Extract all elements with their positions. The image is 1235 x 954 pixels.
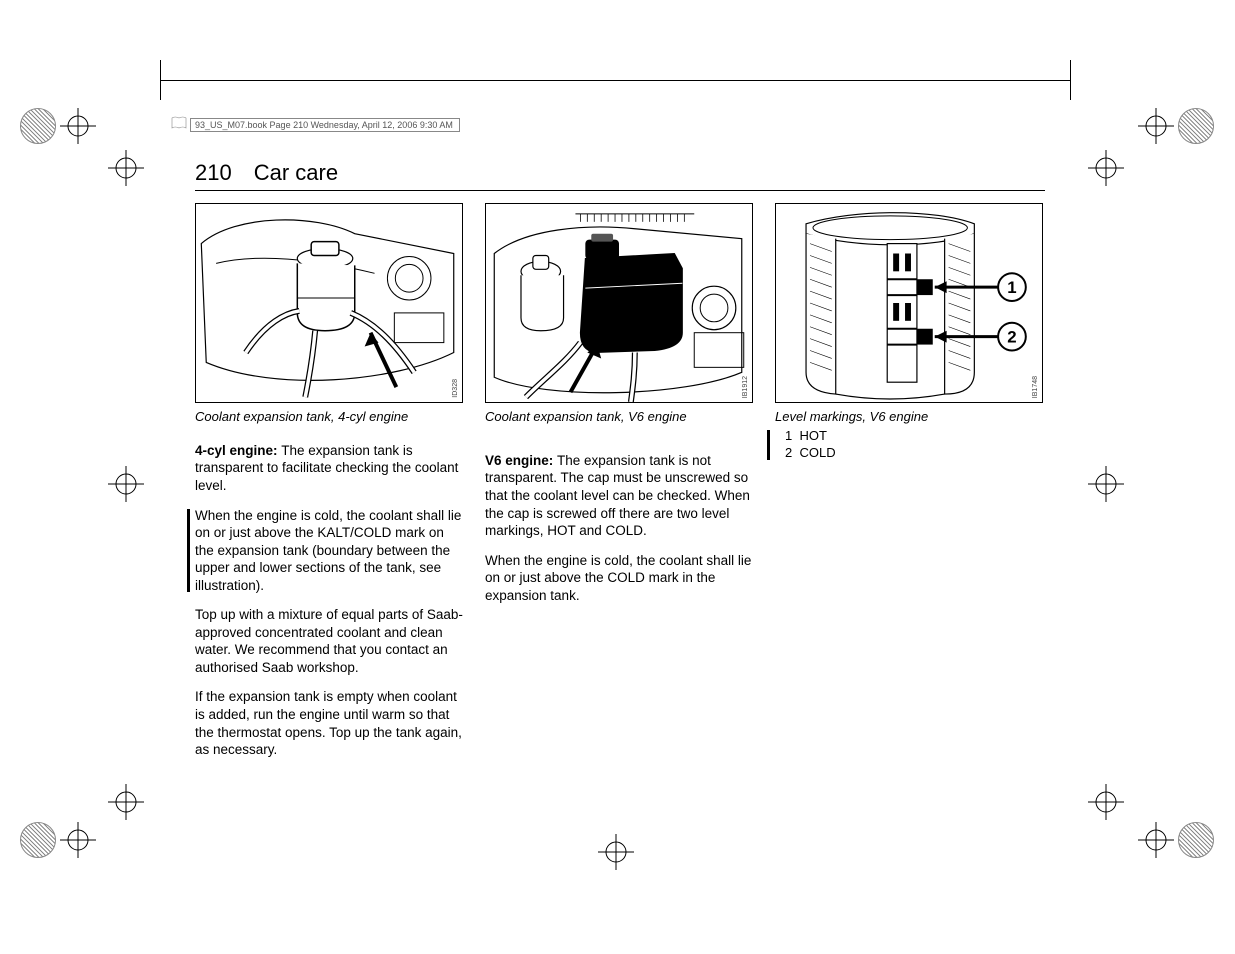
registration-mark-icon — [108, 150, 144, 186]
svg-text:2: 2 — [1007, 328, 1016, 347]
page-number: 210 — [195, 160, 232, 185]
printer-dot-icon — [20, 822, 56, 858]
registration-mark-icon — [60, 108, 96, 144]
figure-v6: IB1912 — [485, 203, 753, 403]
legend: 1 HOT 2 COLD — [775, 428, 1043, 462]
header-rule — [195, 190, 1045, 191]
registration-mark-icon — [1088, 466, 1124, 502]
registration-mark-icon — [598, 834, 634, 870]
figure-id: ID328 — [451, 379, 460, 398]
legend-row-1: 1 HOT — [775, 428, 1043, 445]
p-4cyl-2: When the engine is cold, the coolant sha… — [195, 507, 463, 595]
column-3: 1 2 IB1748 Level markings, V6 engine 1 H… — [775, 203, 1043, 771]
figure-4cyl: ID328 — [195, 203, 463, 403]
registration-mark-icon — [60, 822, 96, 858]
printer-dot-icon — [1178, 108, 1214, 144]
page-content: 210 Car care — [195, 118, 1045, 771]
svg-text:1: 1 — [1007, 278, 1016, 297]
registration-mark-icon — [1088, 150, 1124, 186]
registration-mark-icon — [1088, 784, 1124, 820]
column-1: ID328 Coolant expansion tank, 4-cyl engi… — [195, 203, 463, 771]
registration-mark-icon — [1138, 822, 1174, 858]
page-header: 210 Car care — [195, 160, 1045, 186]
p-4cyl-1: 4-cyl engine: The expansion tank is tran… — [195, 442, 463, 495]
p-4cyl-3: Top up with a mixture of equal parts of … — [195, 606, 463, 676]
legend-row-2: 2 COLD — [775, 445, 1043, 462]
caption-2: Coolant expansion tank, V6 engine — [485, 409, 753, 426]
figure-id: IB1912 — [741, 376, 750, 398]
registration-mark-icon — [108, 466, 144, 502]
printer-dot-icon — [1178, 822, 1214, 858]
caption-3: Level markings, V6 engine — [775, 409, 1043, 426]
column-2: IB1912 Coolant expansion tank, V6 engine… — [485, 203, 753, 771]
figure-levels: 1 2 IB1748 — [775, 203, 1043, 403]
printer-dot-icon — [20, 108, 56, 144]
p-v6-2: When the engine is cold, the coolant sha… — [485, 552, 753, 605]
figure-id: IB1748 — [1031, 376, 1040, 398]
caption-1: Coolant expansion tank, 4-cyl engine — [195, 409, 463, 426]
book-icon — [170, 116, 188, 137]
registration-mark-icon — [1138, 108, 1174, 144]
p-v6-1: V6 engine: The expansion tank is not tra… — [485, 452, 753, 540]
p-4cyl-4: If the expansion tank is empty when cool… — [195, 688, 463, 758]
registration-mark-icon — [108, 784, 144, 820]
section-title: Car care — [254, 160, 338, 185]
